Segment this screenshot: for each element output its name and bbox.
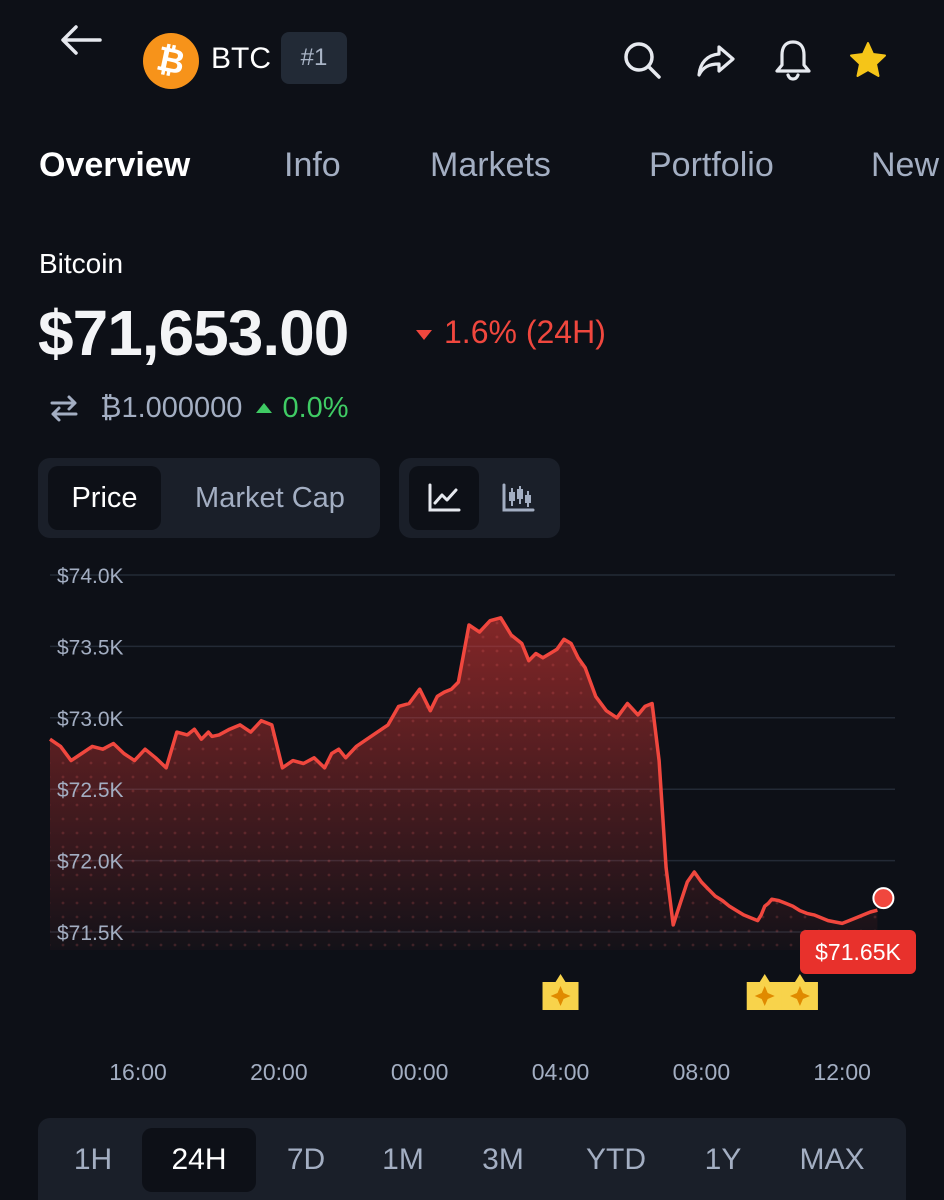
news-event-marker[interactable] [781,974,818,1010]
market-cap-toggle[interactable]: Market Cap [195,481,345,514]
price-line [49,616,878,927]
current-price-tag [800,930,916,974]
timeframe-selector: 1H 24H 7D 1M 3M YTD 1Y MAX [38,1118,906,1200]
x-tick-label: 08:00 [673,1059,731,1085]
y-tick-label: $73.0K [57,708,124,731]
btc-conversion-row: ₿1.000000 0.0% [48,388,349,428]
timeframe-1h[interactable]: 1H [73,1143,113,1176]
y-tick-label: $71.5K [57,922,124,945]
swap-arrows-icon [50,395,78,422]
share-icon [697,45,735,77]
coin-ticker: BTC [211,42,271,75]
btc-change-value: 0.0% [282,391,349,424]
price-toggle[interactable]: Price [48,466,161,530]
price-chart-svg: $74.0K $73.5K $73.0K $72.5K $72.0K $71.5K $71.… [49,565,916,1085]
tab-info[interactable]: Info [284,146,341,184]
bitcoin-logo: ₿ [143,33,199,89]
tab-news[interactable]: New [871,146,940,184]
arrow-left-icon [61,25,102,55]
section-tabs: Overview Info Markets Portfolio New [0,140,944,200]
coin-name: Bitcoin [39,248,124,279]
timeframe-1m[interactable]: 1M [382,1143,424,1176]
tab-markets[interactable]: Markets [430,146,551,184]
metric-toggle: Price Market Cap [38,458,380,538]
current-price-dot [872,887,895,910]
price-area-dots [50,617,878,950]
line-chart-button[interactable] [409,466,479,530]
x-tick-label: 00:00 [391,1059,449,1085]
tab-portfolio[interactable]: Portfolio [649,146,774,184]
y-tick-label: $72.0K [57,851,124,874]
y-tick-label: $72.5K [57,779,124,802]
rank-badge: #1 [281,32,347,84]
up-triangle-icon [256,403,273,413]
search-icon [624,42,661,79]
current-price: $71,653.00 [38,297,349,369]
price-chart[interactable]: $74.0K $73.5K $73.0K $72.5K $72.0K $71.5K $71.… [0,550,944,1090]
timeframe-3m[interactable]: 3M [482,1143,524,1176]
current-price-tag-label: $71.65K [815,939,901,965]
alert-button[interactable] [771,36,815,82]
timeframe-7d[interactable]: 7D [286,1143,326,1176]
timeframe-24h[interactable]: 24H [142,1128,256,1192]
x-tick-label: 12:00 [813,1059,871,1085]
x-tick-label: 04:00 [532,1059,590,1085]
x-tick-label: 20:00 [250,1059,308,1085]
news-event-marker[interactable] [542,974,579,1010]
down-triangle-icon [416,329,432,340]
share-button[interactable] [694,38,738,82]
back-button[interactable] [52,20,108,60]
bell-icon [775,40,811,81]
btc-value: ₿1.000000 [100,391,243,424]
y-tick-label: $73.5K [57,636,124,659]
candlestick-icon [502,483,535,512]
line-chart-icon [428,483,461,512]
timeframe-max[interactable]: MAX [799,1143,865,1176]
price-change-24h: 1.6% (24H) [416,314,606,351]
price-change-value: 1.6% (24H) [444,314,606,350]
timeframe-ytd[interactable]: YTD [586,1143,646,1176]
favorite-button[interactable] [846,38,890,82]
candlestick-button[interactable] [485,466,551,530]
timeframe-1y[interactable]: 1Y [704,1143,742,1176]
x-tick-label: 16:00 [109,1059,167,1085]
search-button[interactable] [620,38,664,82]
btc-change: 0.0% [256,391,349,425]
y-tick-label: $74.0K [57,565,124,588]
news-event-marker[interactable] [746,974,783,1010]
star-icon [850,42,886,77]
tab-overview[interactable]: Overview [39,146,191,184]
chart-type-toggle [399,458,560,538]
